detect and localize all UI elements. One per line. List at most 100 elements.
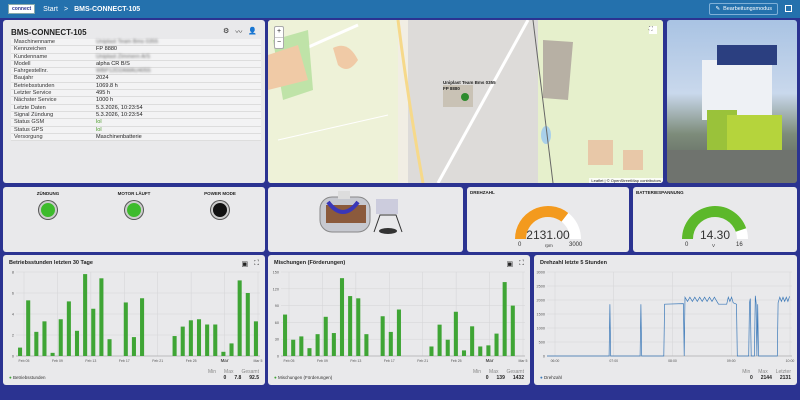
bar[interactable]	[486, 345, 491, 356]
download-icon[interactable]: ▣	[506, 261, 514, 268]
legend-label: Betriebsstunden	[12, 375, 46, 380]
bar[interactable]	[388, 331, 393, 356]
bar[interactable]	[494, 333, 499, 356]
bar[interactable]	[339, 278, 345, 356]
bar[interactable]	[58, 319, 63, 356]
chart-line-icon[interactable]: 〰	[235, 29, 243, 36]
y-tick-label: 0	[277, 355, 279, 359]
map-canvas[interactable]	[268, 20, 663, 183]
bar[interactable]	[478, 346, 483, 356]
bar[interactable]	[34, 331, 39, 356]
map-fullscreen-icon[interactable]: ⛶	[649, 26, 657, 34]
bar[interactable]	[221, 351, 226, 356]
info-key: Kundenname	[11, 53, 93, 61]
info-value: 5.3.2026, 10:23:54	[93, 104, 261, 112]
bar[interactable]	[364, 334, 369, 356]
bar[interactable]	[180, 326, 185, 356]
bar[interactable]	[213, 324, 218, 357]
bar[interactable]	[123, 302, 128, 356]
map-panel[interactable]: Uniplast Team Bms 0355 FP 8880 + − ⛶ Lea…	[268, 20, 663, 183]
machine-info-table: Maschinenname Uniplast Team Bms 0355 Kennz…	[11, 39, 261, 142]
bar[interactable]	[131, 337, 136, 356]
info-value: 1000 h	[93, 96, 261, 105]
x-tick-label: Feb 21	[152, 359, 163, 363]
bar[interactable]	[429, 346, 434, 356]
bar[interactable]	[245, 293, 250, 356]
bar[interactable]	[253, 321, 258, 356]
info-value: lol	[93, 126, 261, 134]
bar[interactable]	[172, 336, 177, 356]
bar[interactable]	[461, 350, 467, 356]
bar[interactable]	[437, 324, 442, 356]
stat-value: 1432	[512, 375, 524, 381]
x-tick-label: Feb 05	[19, 359, 30, 363]
map-attribution[interactable]: Leaflet | © OpenStreetMap contributors	[589, 178, 663, 183]
bar[interactable]	[315, 334, 320, 356]
chart-legend[interactable]: ● Mischungen (Förderungen)	[274, 375, 332, 380]
zoom-out-button[interactable]: −	[275, 37, 283, 46]
bar[interactable]	[283, 314, 288, 356]
expand-icon[interactable]: ⛶	[254, 260, 259, 267]
legend-dot-icon: ●	[540, 375, 544, 380]
gear-icon[interactable]: ⚙	[223, 28, 230, 35]
expand-icon[interactable]: ⛶	[519, 260, 524, 267]
chart-plot: 0 2 4 6 8 Feb 05 Feb 09 Feb 13 Feb 17 Feb 21 Feb 2…	[12, 271, 263, 364]
bar[interactable]	[453, 311, 458, 356]
bar[interactable]	[331, 333, 336, 356]
info-key: Signal Zündung	[11, 111, 93, 120]
bar[interactable]	[91, 308, 96, 356]
gauge-unit: rpm	[545, 243, 553, 248]
bar[interactable]	[396, 309, 401, 356]
bar[interactable]	[229, 343, 234, 356]
indicator-label: MOTOR LÄUFT	[117, 191, 151, 196]
edit-mode-button[interactable]: ✎ Bearbeitungsmodus	[709, 3, 778, 15]
bar[interactable]	[188, 320, 193, 356]
legend-dot-icon: ●	[274, 375, 278, 380]
bar[interactable]	[74, 330, 80, 356]
bar[interactable]	[66, 301, 71, 356]
y-tick-label: 0	[12, 355, 14, 359]
stat-label: Gesamt	[241, 369, 259, 375]
logo[interactable]: connect	[8, 4, 36, 14]
person-icon[interactable]: 👤	[248, 28, 257, 35]
bar[interactable]	[348, 296, 353, 356]
marker-sublabel: FP 8880	[443, 86, 460, 91]
bar[interactable]	[291, 339, 296, 356]
bar[interactable]	[299, 336, 304, 356]
bar[interactable]	[18, 347, 23, 356]
gauge-title: BATTERIESPANNUNG	[636, 190, 684, 195]
bar[interactable]	[510, 305, 515, 356]
zoom-in-button[interactable]: +	[276, 28, 282, 35]
map-marker-icon[interactable]	[461, 93, 469, 101]
bar[interactable]	[323, 316, 328, 356]
info-row: Betriebsstunden 1069.8 h	[11, 82, 261, 91]
bar[interactable]	[50, 352, 55, 356]
bar[interactable]	[380, 316, 385, 356]
info-value: alpha CR B/S	[93, 60, 261, 69]
info-value: WBP12D2AMAU4055	[93, 67, 261, 76]
rpm-line[interactable]	[547, 295, 790, 357]
chart-legend[interactable]: ● Betriebsstunden	[9, 375, 46, 380]
x-tick-label: Feb 21	[417, 359, 428, 363]
bar[interactable]	[445, 339, 450, 356]
bar[interactable]	[83, 274, 88, 356]
download-icon[interactable]: ▣	[241, 261, 249, 268]
fullscreen-icon[interactable]	[785, 5, 792, 12]
bar[interactable]	[140, 298, 145, 356]
bar[interactable]	[196, 319, 202, 356]
bar[interactable]	[42, 321, 47, 356]
stat-value: 0	[749, 375, 753, 381]
bar[interactable]	[99, 278, 104, 356]
bar[interactable]	[307, 348, 312, 356]
chart-legend[interactable]: ● Drehzahl	[540, 375, 562, 380]
bar[interactable]	[237, 280, 242, 356]
bar[interactable]	[502, 282, 507, 356]
info-row: Fahrgestellnr. WBP12D2AMAU4055	[11, 67, 261, 76]
bar[interactable]	[205, 324, 210, 357]
bar[interactable]	[26, 300, 31, 356]
bar[interactable]	[356, 298, 361, 356]
bar[interactable]	[470, 326, 475, 356]
gauge-value: 14.30	[699, 228, 731, 242]
breadcrumb-start[interactable]: Start	[43, 5, 58, 13]
bar[interactable]	[107, 339, 112, 356]
